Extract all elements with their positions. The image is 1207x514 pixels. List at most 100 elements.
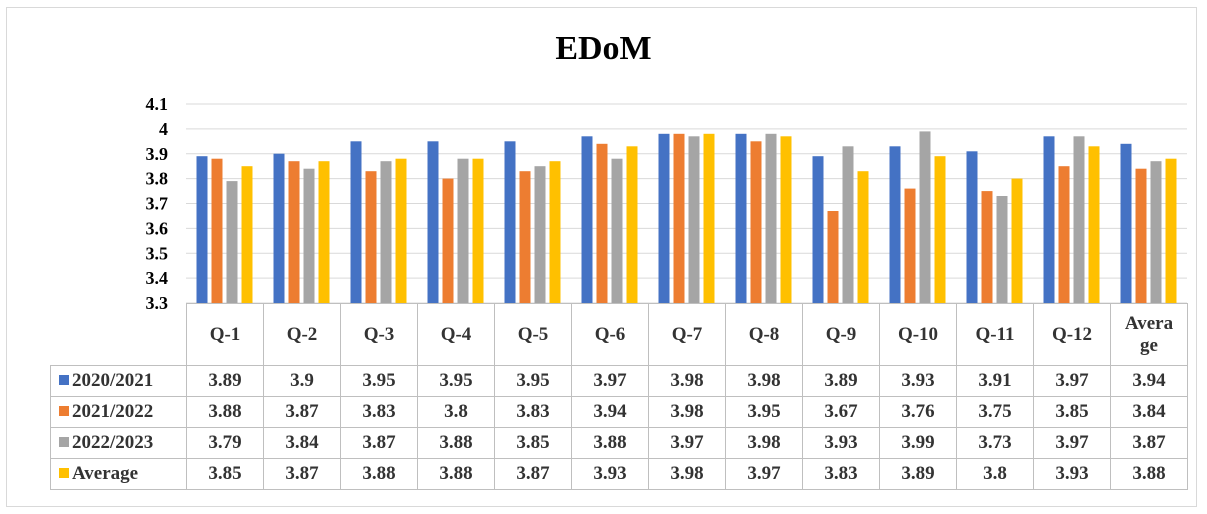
category-label: Q-3 bbox=[340, 303, 418, 366]
bar bbox=[1088, 146, 1100, 303]
data-label: 3.93 bbox=[879, 365, 957, 397]
bar bbox=[996, 196, 1008, 303]
category-label: Q-8 bbox=[725, 303, 803, 366]
bar bbox=[889, 146, 901, 303]
data-label: 3.89 bbox=[879, 458, 957, 490]
bar bbox=[395, 158, 407, 303]
category-label: Q-9 bbox=[802, 303, 880, 366]
data-label: 3.9 bbox=[263, 365, 341, 397]
data-label: 3.94 bbox=[571, 396, 649, 428]
bar bbox=[427, 141, 439, 303]
y-tick-label: 4.1 bbox=[146, 94, 169, 114]
bar bbox=[857, 171, 869, 303]
data-label: 3.93 bbox=[571, 458, 649, 490]
bar bbox=[581, 136, 593, 303]
bar bbox=[1150, 161, 1162, 303]
data-label: 3.95 bbox=[417, 365, 495, 397]
bar bbox=[457, 158, 469, 303]
data-label: 3.88 bbox=[417, 427, 495, 459]
bar bbox=[365, 171, 377, 303]
data-label: 3.98 bbox=[648, 396, 726, 428]
bar bbox=[472, 158, 484, 303]
bar bbox=[626, 146, 638, 303]
category-label: Q-7 bbox=[648, 303, 726, 366]
data-label: 3.98 bbox=[725, 427, 803, 459]
legend-entry: 2020/2021 bbox=[50, 365, 187, 397]
bar bbox=[549, 161, 561, 303]
legend-swatch bbox=[59, 437, 69, 447]
legend-entry: Average bbox=[50, 458, 187, 490]
data-label: 3.93 bbox=[802, 427, 880, 459]
legend-entry: 2021/2022 bbox=[50, 396, 187, 428]
data-label: 3.97 bbox=[648, 427, 726, 459]
data-label: 3.91 bbox=[956, 365, 1034, 397]
bar bbox=[534, 166, 546, 303]
legend-swatch bbox=[59, 375, 69, 385]
data-label: 3.89 bbox=[802, 365, 880, 397]
bar bbox=[1043, 136, 1055, 303]
series-name: 2020/2021 bbox=[72, 370, 154, 391]
data-label: 3.8 bbox=[417, 396, 495, 428]
bar bbox=[442, 178, 454, 303]
chart-frame bbox=[6, 7, 1197, 507]
data-label: 3.95 bbox=[340, 365, 418, 397]
data-label: 3.93 bbox=[1033, 458, 1111, 490]
data-label: 3.83 bbox=[802, 458, 880, 490]
data-label: 3.83 bbox=[340, 396, 418, 428]
bar bbox=[966, 151, 978, 303]
data-label: 3.97 bbox=[1033, 427, 1111, 459]
bar bbox=[1058, 166, 1070, 303]
data-label: 3.97 bbox=[571, 365, 649, 397]
category-label: Q-5 bbox=[494, 303, 572, 366]
bar bbox=[596, 143, 608, 303]
category-label: Q-2 bbox=[263, 303, 341, 366]
bar bbox=[919, 131, 931, 303]
category-label: Q-10 bbox=[879, 303, 957, 366]
table-row: 2022/2023 3.79 3.84 3.87 3.88 3.85 3.88 3.97 3.9… bbox=[50, 427, 1188, 459]
table-row: Average 3.85 3.87 3.88 3.88 3.87 3.93 3.98 3.97 3… bbox=[50, 458, 1188, 490]
bar bbox=[303, 168, 315, 303]
data-label: 3.67 bbox=[802, 396, 880, 428]
bar bbox=[318, 161, 330, 303]
category-label-part: ge bbox=[1140, 334, 1158, 356]
data-label: 3.87 bbox=[263, 458, 341, 490]
table-corner bbox=[50, 303, 187, 366]
bar bbox=[827, 211, 839, 303]
bar bbox=[211, 158, 223, 303]
y-tick-label: 3.7 bbox=[146, 194, 169, 214]
bar bbox=[1011, 178, 1023, 303]
legend-swatch bbox=[59, 406, 69, 416]
data-label: 3.98 bbox=[648, 458, 726, 490]
bar bbox=[380, 161, 392, 303]
data-label: 3.99 bbox=[879, 427, 957, 459]
bar bbox=[519, 171, 531, 303]
bar bbox=[1120, 143, 1132, 303]
data-label: 3.94 bbox=[1110, 365, 1188, 397]
data-table: Q-1 Q-2 Q-3 Q-4 Q-5 Q-6 Q-7 Q-8 Q-9 Q-10 Q-11 Q-12 A… bbox=[50, 303, 1188, 490]
y-tick-label: 3.4 bbox=[146, 268, 169, 288]
bar bbox=[981, 191, 993, 303]
data-label: 3.87 bbox=[263, 396, 341, 428]
category-label: Q-4 bbox=[417, 303, 495, 366]
series-name: Average bbox=[72, 463, 139, 484]
table-row: 2021/2022 3.88 3.87 3.83 3.8 3.83 3.94 3.98 3.95… bbox=[50, 396, 1188, 428]
bar bbox=[241, 166, 253, 303]
data-label: 3.83 bbox=[494, 396, 572, 428]
legend-swatch bbox=[59, 468, 69, 478]
data-label: 3.89 bbox=[186, 365, 264, 397]
data-label: 3.88 bbox=[340, 458, 418, 490]
data-label: 3.88 bbox=[186, 396, 264, 428]
category-label: Q-12 bbox=[1033, 303, 1111, 366]
data-label: 3.73 bbox=[956, 427, 1034, 459]
data-label: 3.88 bbox=[417, 458, 495, 490]
bar bbox=[288, 161, 300, 303]
data-label: 3.87 bbox=[494, 458, 572, 490]
bar bbox=[504, 141, 516, 303]
data-label: 3.8 bbox=[956, 458, 1034, 490]
data-label: 3.79 bbox=[186, 427, 264, 459]
table-row: 2020/2021 3.89 3.9 3.95 3.95 3.95 3.97 3.98 3.98… bbox=[50, 365, 1188, 397]
y-tick-label: 4 bbox=[159, 119, 168, 139]
data-label: 3.75 bbox=[956, 396, 1034, 428]
data-label: 3.84 bbox=[263, 427, 341, 459]
bar bbox=[673, 133, 685, 303]
